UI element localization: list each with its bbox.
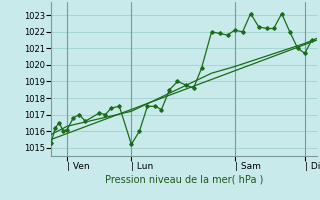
X-axis label: Pression niveau de la mer( hPa ): Pression niveau de la mer( hPa ): [105, 174, 263, 184]
